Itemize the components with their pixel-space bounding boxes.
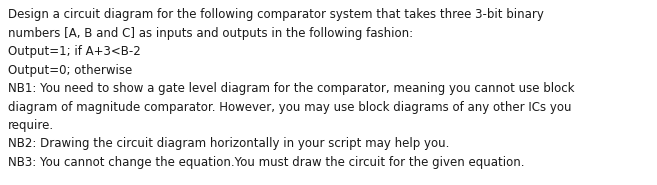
Text: diagram of magnitude comparator. However, you may use block diagrams of any othe: diagram of magnitude comparator. However… [8,100,572,114]
Text: NB2: Drawing the circuit diagram horizontally in your script may help you.: NB2: Drawing the circuit diagram horizon… [8,137,449,151]
Text: Design a circuit diagram for the following comparator system that takes three 3-: Design a circuit diagram for the followi… [8,8,544,21]
Text: numbers [A, B and C] as inputs and outputs in the following fashion:: numbers [A, B and C] as inputs and outpu… [8,26,413,40]
Text: Output=1; if A+3<B-2: Output=1; if A+3<B-2 [8,45,141,58]
Text: Output=0; otherwise: Output=0; otherwise [8,63,132,77]
Text: NB1: You need to show a gate level diagram for the comparator, meaning you canno: NB1: You need to show a gate level diagr… [8,82,574,95]
Text: require.: require. [8,119,54,132]
Text: NB3: You cannot change the equation.You must draw the circuit for the given equa: NB3: You cannot change the equation.You … [8,156,524,169]
